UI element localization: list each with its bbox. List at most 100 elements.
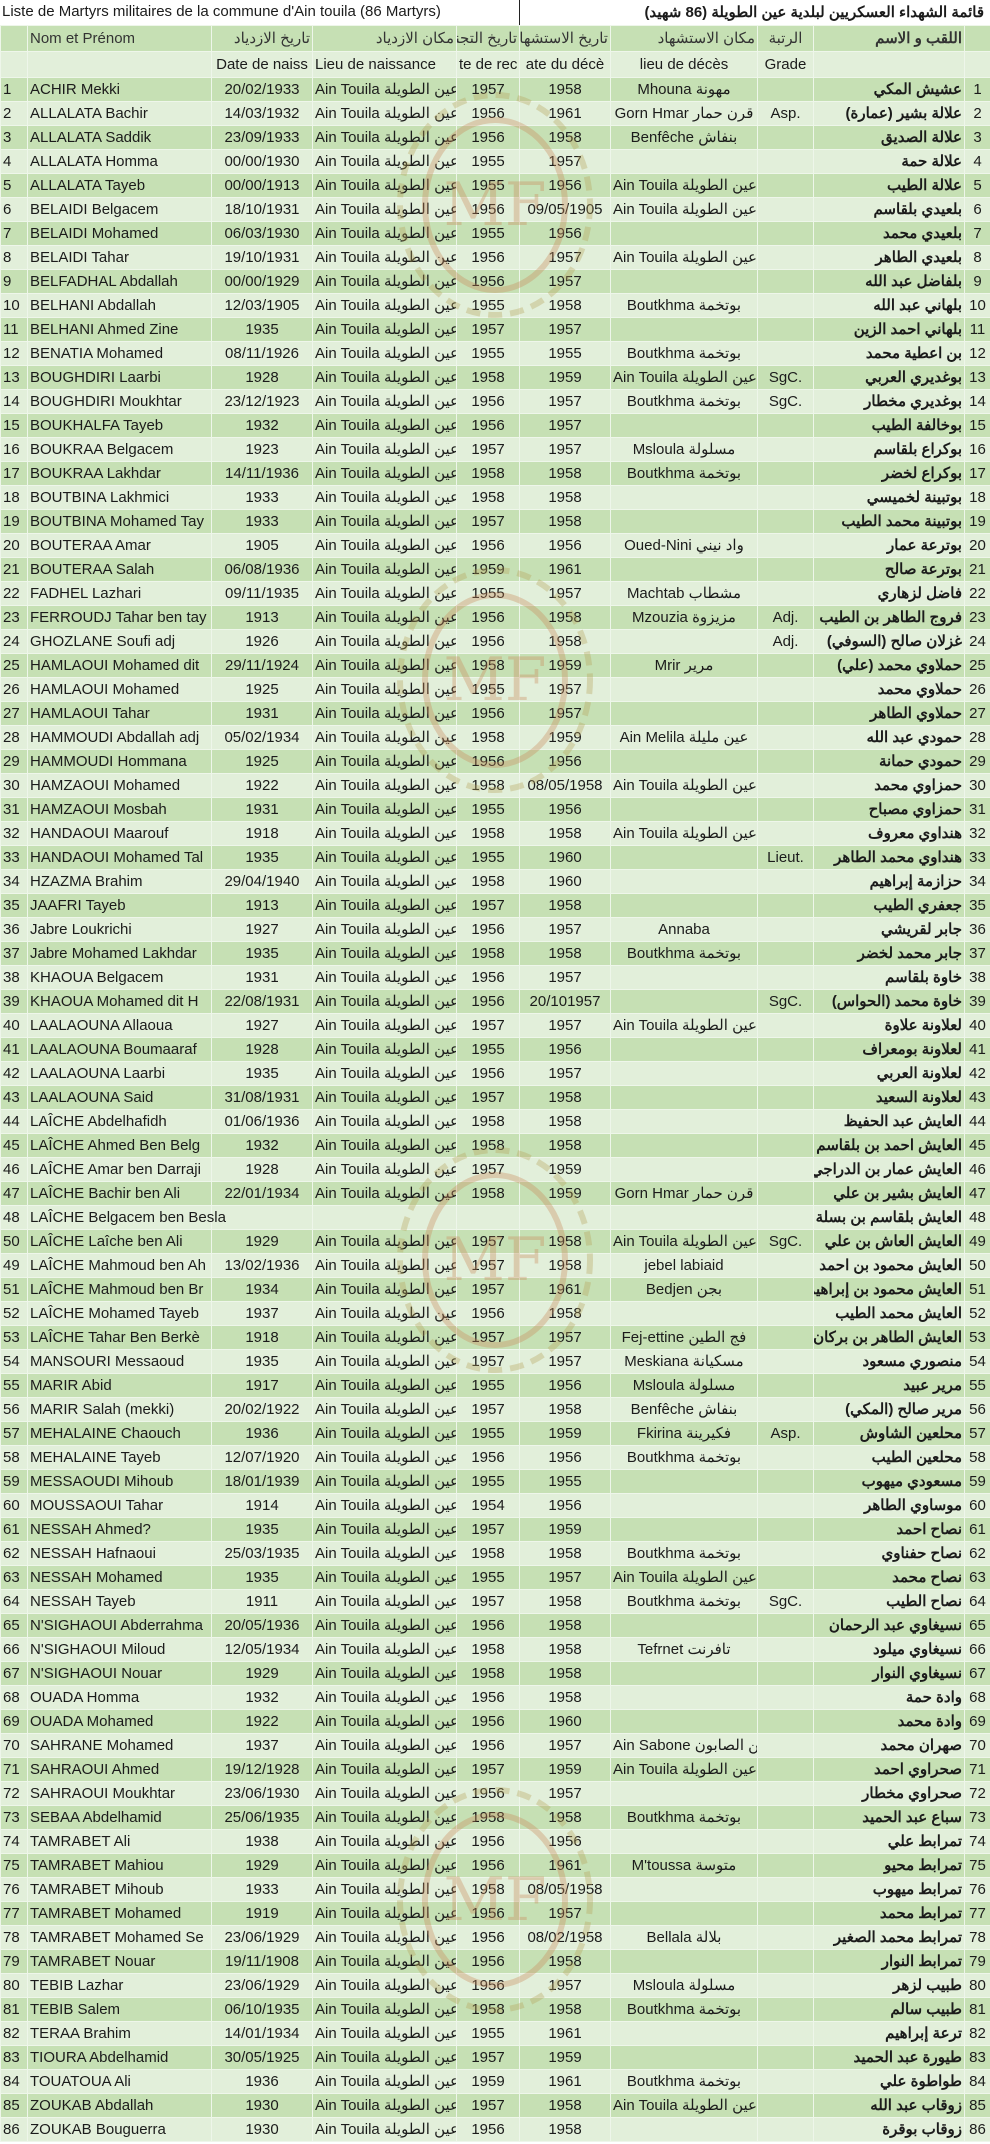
table-row: 63 NESSAH Mohamed 1935 Ain Touila عين الطوي… — [0, 1565, 990, 1590]
cell-enlist-date: 1959 — [456, 2069, 520, 2094]
cell-arabic-name: حمزاوي محمد — [813, 773, 965, 798]
cell-death-date: 1958 — [519, 1685, 611, 1710]
cell-number: 28 — [0, 725, 28, 750]
cell-grade: Adj. — [757, 629, 814, 654]
cell-death-place: Boutkhma بوتخمة — [610, 1589, 758, 1614]
cell-birth-place: Ain Touila عين الطويلة — [312, 1565, 457, 1590]
cell-death-place — [610, 1157, 758, 1182]
cell-birth-date: 1937 — [211, 1733, 313, 1758]
cell-birth-date: 1935 — [211, 1349, 313, 1374]
table-row: 47 LAÎCHE Bachir ben Ali 22/01/1934 Ain Tou… — [0, 1181, 990, 1206]
cell-number: 37 — [0, 941, 28, 966]
cell-enlist-date: 1956 — [456, 2117, 520, 2142]
cell-birth-place: Ain Touila عين الطويلة — [312, 869, 457, 894]
cell-number-ar: 43 — [964, 1085, 990, 1110]
cell-birth-place: Ain Touila عين الطويلة — [312, 1157, 457, 1182]
cell-name: ALLALATA Bachir — [27, 101, 212, 126]
cell-birth-place: Ain Touila عين الطويلة — [312, 1469, 457, 1494]
table-row: 61 NESSAH Ahmed? 1935 Ain Touila عين الطويل… — [0, 1517, 990, 1542]
cell-enlist-date: 1959 — [456, 557, 520, 582]
cell-number-ar: 78 — [964, 1925, 990, 1950]
cell-death-place: Boutkhma بوتخمة — [610, 1997, 758, 2022]
cell-number-ar: 17 — [964, 461, 990, 486]
cell-birth-place: Ain Touila عين الطويلة — [312, 677, 457, 702]
cell-birth-date: 1917 — [211, 1373, 313, 1398]
cell-name: LAALAOUNA Laarbi — [27, 1061, 212, 1086]
cell-number-ar: 8 — [964, 245, 990, 270]
cell-grade — [757, 1277, 814, 1302]
cell-birth-place: Ain Touila عين الطويلة — [312, 1301, 457, 1326]
table-row: 80 TEBIB Lazhar 23/06/1929 Ain Touila عين ا… — [0, 1973, 990, 1998]
cell-grade: Asp. — [757, 1421, 814, 1446]
cell-birth-place: Ain Touila عين الطويلة — [312, 485, 457, 510]
cell-number-ar: 54 — [964, 1349, 990, 1374]
cell-grade — [757, 413, 814, 438]
cell-enlist-date: te de rec — [456, 51, 520, 78]
table-row: 69 OUADA Mohamed 1922 Ain Touila عين الطويل… — [0, 1709, 990, 1734]
cell-death-date: 08/02/1958 — [519, 1925, 611, 1950]
cell-grade — [757, 485, 814, 510]
cell-number: 75 — [0, 1853, 28, 1878]
cell-grade — [757, 1061, 814, 1086]
cell-enlist-date: 1958 — [456, 653, 520, 678]
cell-birth-date: 1933 — [211, 509, 313, 534]
cell-birth-date: 1926 — [211, 629, 313, 654]
cell-number-ar: 85 — [964, 2093, 990, 2118]
cell-number: 7 — [0, 221, 28, 246]
cell-birth-date: 08/11/1926 — [211, 341, 313, 366]
cell-grade: SgC. — [757, 1589, 814, 1614]
cell-birth-place: Ain Touila عين الطويلة — [312, 1037, 457, 1062]
table-row: 15 BOUKHALFA Tayeb 1932 Ain Touila عين الطو… — [0, 413, 990, 438]
cell-number: 6 — [0, 197, 28, 222]
cell-arabic-name: العايش عمار بن الدراجي — [813, 1157, 965, 1182]
cell-birth-date: 01/06/1936 — [211, 1109, 313, 1134]
cell-number-ar: 29 — [964, 749, 990, 774]
cell-enlist-date — [456, 1205, 520, 1230]
cell-number-ar: 45 — [964, 1133, 990, 1158]
cell-number: 25 — [0, 653, 28, 678]
cell-arabic-name: العايش بشير بن علي — [813, 1181, 965, 1206]
cell-name — [27, 51, 212, 78]
cell-grade — [757, 509, 814, 534]
cell-name: KHAOUA Belgacem — [27, 965, 212, 990]
cell-enlist-date: 1957 — [456, 1085, 520, 1110]
cell-death-date: 1958 — [519, 77, 611, 102]
cell-arabic-name: طبيب سالم — [813, 1997, 965, 2022]
cell-number-ar: 47 — [964, 1181, 990, 1206]
cell-name: TAMRABET Mahiou — [27, 1853, 212, 1878]
cell-number: 50 — [0, 1229, 28, 1254]
cell-name: FERROUDJ Tahar ben tay — [27, 605, 212, 630]
cell-number-ar: 40 — [964, 1013, 990, 1038]
cell-number: 45 — [0, 1133, 28, 1158]
cell-birth-place: Ain Touila عين الطويلة — [312, 605, 457, 630]
cell-death-place — [610, 629, 758, 654]
cell-number: 69 — [0, 1709, 28, 1734]
cell-number: 33 — [0, 845, 28, 870]
cell-death-date: 1957 — [519, 917, 611, 942]
cell-arabic-name: محلعين الشاوش — [813, 1421, 965, 1446]
cell-birth-place: Ain Touila عين الطويلة — [312, 1949, 457, 1974]
cell-death-date: 1959 — [519, 725, 611, 750]
cell-arabic-name: اللقب و الاسم — [813, 25, 965, 52]
header-row-french: Date de naiss Lieu de naissance te de rec a… — [0, 51, 990, 78]
cell-death-date: 1958 — [519, 1637, 611, 1662]
cell-birth-date: 1935 — [211, 317, 313, 342]
cell-number: 46 — [0, 1157, 28, 1182]
cell-arabic-name: بوتبينة محمد الطيب — [813, 509, 965, 534]
table-row: 44 LAÎCHE Abdelhafidh 01/06/1936 Ain Touila… — [0, 1109, 990, 1134]
cell-number-ar: 28 — [964, 725, 990, 750]
cell-birth-date: 29/11/1924 — [211, 653, 313, 678]
cell-number-ar: 34 — [964, 869, 990, 894]
cell-grade — [757, 1037, 814, 1062]
cell-number-ar: 79 — [964, 1949, 990, 1974]
cell-name: BELAIDI Mohamed — [27, 221, 212, 246]
cell-death-place: Mrir مرير — [610, 653, 758, 678]
cell-number-ar: 39 — [964, 989, 990, 1014]
cell-grade — [757, 1325, 814, 1350]
cell-grade — [757, 1997, 814, 2022]
table-row: 77 TAMRABET Mohamed 1919 Ain Touila عين الط… — [0, 1901, 990, 1926]
cell-enlist-date: 1955 — [456, 173, 520, 198]
cell-number-ar: 80 — [964, 1973, 990, 1998]
cell-enlist-date: 1956 — [456, 1613, 520, 1638]
cell-death-date: 1961 — [519, 557, 611, 582]
